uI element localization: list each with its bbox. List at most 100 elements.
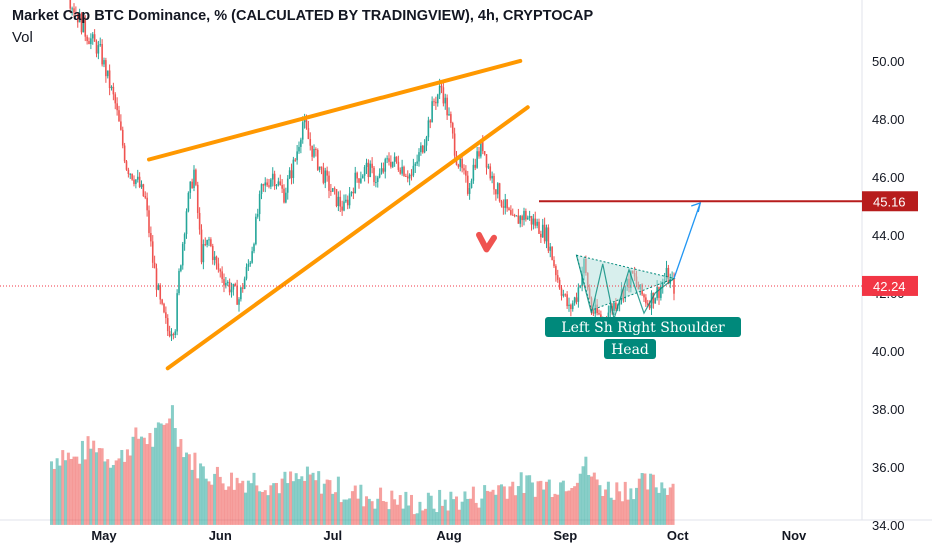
volume-bar — [373, 508, 377, 525]
volume-bar — [567, 490, 571, 525]
volume-bar — [601, 496, 605, 525]
candle-body — [129, 173, 132, 175]
volume-bar — [426, 492, 430, 525]
candle-body — [457, 164, 460, 167]
pattern-label: Left Sh Right Shoulder — [561, 320, 725, 336]
candle-body — [530, 216, 533, 225]
candle-body — [301, 122, 304, 140]
volume-bar — [201, 466, 205, 525]
candle-body — [459, 158, 462, 167]
candle-body — [195, 169, 197, 185]
pattern-zigzag — [575, 255, 675, 320]
candle-body — [596, 304, 598, 314]
volume-bar — [137, 438, 141, 525]
volume-bar — [491, 489, 495, 525]
volume-bar — [640, 473, 644, 525]
volume-bar — [348, 498, 352, 525]
candle-body — [451, 123, 454, 134]
volume-bar — [660, 482, 664, 525]
candle-body — [288, 170, 291, 179]
volume-bar — [213, 473, 217, 525]
candle-body — [76, 13, 79, 23]
candle-body — [435, 101, 437, 104]
pattern-label: Head — [611, 342, 649, 358]
candle-body — [450, 114, 452, 124]
candle-body — [358, 178, 360, 183]
candle-body — [421, 145, 424, 153]
volume-bar — [547, 479, 551, 525]
candle-body — [279, 181, 282, 186]
volume-bar — [530, 482, 534, 525]
candle-body — [155, 268, 158, 290]
candle-body — [142, 184, 145, 197]
volume-bar — [230, 472, 233, 525]
volume-bar — [106, 459, 110, 525]
volume-bar — [72, 456, 76, 525]
candle-body — [86, 36, 88, 42]
candle-body — [290, 170, 293, 179]
volume-bar — [525, 475, 529, 525]
candle-body — [536, 221, 538, 226]
candle-body — [343, 201, 345, 211]
volume-bar — [665, 494, 669, 525]
candle-body — [474, 164, 477, 168]
candle-body — [240, 287, 242, 300]
candle-body — [600, 314, 602, 319]
volume-bar — [145, 444, 149, 525]
candle-body — [540, 233, 542, 238]
volume-bar — [387, 509, 391, 525]
candle-body — [406, 176, 409, 179]
candle-body — [380, 168, 383, 174]
candle-body — [300, 139, 302, 147]
volume-bar — [275, 482, 278, 525]
volume-bar — [483, 485, 487, 525]
volume-bar — [545, 481, 548, 525]
candle-body — [487, 166, 490, 168]
volume-bar — [291, 481, 295, 525]
candle-body — [502, 206, 505, 208]
volume-bar — [446, 510, 450, 525]
volume-bar — [410, 494, 413, 525]
candle-body — [103, 60, 105, 65]
pattern-label-box — [604, 339, 656, 359]
volume-bar — [635, 487, 638, 525]
candle-body — [513, 215, 516, 217]
candle-body — [618, 300, 621, 305]
candle-body — [208, 239, 210, 241]
volume-bar — [595, 479, 599, 525]
volume-bar — [142, 437, 146, 525]
head-and-shoulders-pattern — [575, 202, 702, 320]
candle-body — [260, 184, 263, 195]
candle-body — [298, 146, 300, 152]
candle-body — [410, 174, 413, 176]
volume-bar — [519, 472, 523, 525]
volume-bar — [235, 477, 239, 525]
volume-bar — [350, 491, 354, 525]
candle-body — [198, 212, 201, 230]
candle-body — [470, 180, 473, 189]
volume-indicator-label[interactable]: Vol — [12, 29, 33, 46]
candle-body — [388, 158, 390, 162]
candle-body — [249, 262, 252, 265]
time-tick-label: Nov — [782, 528, 807, 543]
candle-body — [273, 173, 276, 186]
candle-body — [652, 292, 655, 304]
price-tick-label: 46.00 — [872, 170, 905, 185]
volume-bar — [244, 492, 248, 525]
volume-bar — [92, 440, 96, 525]
candle-body — [348, 193, 351, 206]
candle-body — [521, 216, 523, 221]
candle-body — [328, 175, 330, 191]
candle-body — [131, 173, 133, 180]
volume-bar — [61, 450, 65, 525]
candle-body — [525, 211, 527, 220]
candle-body — [165, 312, 167, 319]
volume-bar — [381, 500, 385, 525]
candles — [69, 0, 675, 342]
candle-body — [573, 297, 576, 304]
candle-body — [395, 156, 398, 162]
candle-body — [491, 175, 493, 179]
volume-bar — [528, 475, 532, 525]
candle-body — [196, 184, 199, 213]
